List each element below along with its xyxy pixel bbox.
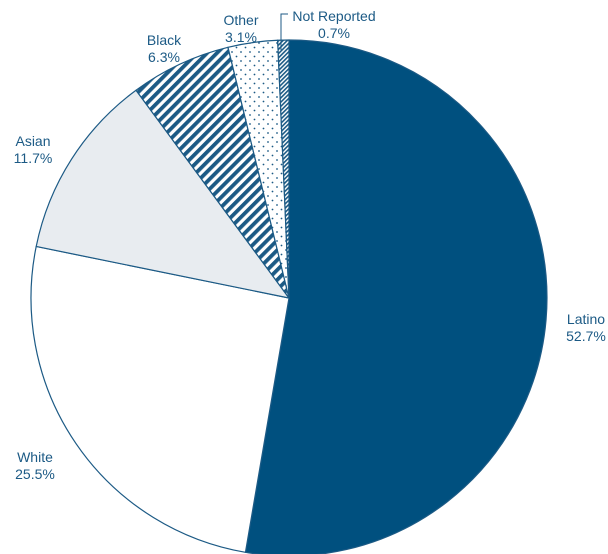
slice-label-not-reported: Not Reported (292, 8, 375, 24)
pie-slice-white (30, 245, 290, 553)
pie-slice-asian (35, 89, 290, 299)
slice-label-white: White (17, 449, 53, 465)
slice-value-other: 3.1% (225, 29, 257, 45)
pie-slice-latino (244, 39, 548, 554)
slice-label-latino: Latino (567, 311, 605, 327)
slice-label-asian: Asian (15, 133, 50, 149)
slice-label-black: Black (147, 32, 182, 48)
slice-value-white: 25.5% (15, 466, 55, 482)
slice-value-latino: 52.7% (566, 328, 606, 344)
leader-line-not-reported (280, 13, 288, 50)
slice-label-other: Other (223, 12, 258, 28)
slice-value-not-reported: 0.7% (318, 25, 350, 41)
pie-slice-not-reported (277, 39, 290, 299)
slice-value-black: 6.3% (148, 49, 180, 65)
slice-value-asian: 11.7% (14, 150, 53, 166)
